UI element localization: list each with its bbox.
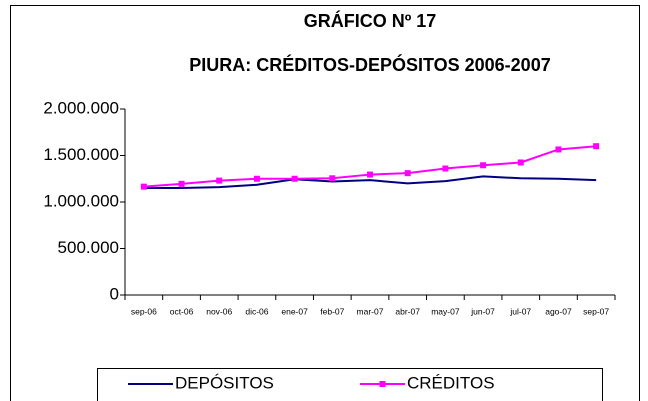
legend-marker — [379, 381, 386, 387]
x-tick-label: jun-07 — [470, 306, 495, 316]
marker — [216, 177, 223, 184]
marker — [404, 170, 411, 177]
x-tick-label: feb-07 — [320, 306, 344, 316]
legend-label: CRÉDITOS — [407, 373, 495, 392]
legend-label: DEPÓSITOS — [175, 373, 274, 392]
marker — [367, 171, 373, 178]
chart-title: GRÁFICO Nº 17 — [304, 10, 437, 31]
y-tick-label: 500.000 — [58, 238, 119, 257]
legend-box — [97, 368, 603, 401]
y-tick-label: 0 — [110, 284, 119, 303]
marker — [593, 143, 600, 150]
series-line — [143, 175, 597, 190]
marker — [480, 162, 487, 169]
x-tick-label: abr-07 — [395, 306, 420, 316]
marker — [329, 175, 336, 182]
marker — [253, 175, 260, 182]
chart-subtitle: PIURA: CRÉDITOS-DEPÓSITOS 2006-2007 — [189, 54, 550, 75]
y-tick-label: 2.000.000 — [43, 98, 119, 117]
marker — [178, 180, 185, 187]
x-tick-label: sep-07 — [583, 306, 609, 316]
marker — [291, 175, 298, 182]
chart-border — [10, 5, 640, 401]
x-tick-label: oct-06 — [170, 306, 194, 316]
y-tick-label: 1.500.000 — [43, 145, 119, 164]
x-tick-label: ago-07 — [545, 306, 572, 316]
x-tick-label: mar-07 — [357, 306, 384, 316]
x-tick-label: jul-07 — [509, 306, 531, 316]
x-tick-label: dic-06 — [245, 306, 268, 316]
x-tick-label: ene-07 — [281, 306, 308, 316]
marker — [555, 146, 562, 153]
y-tick-label: 1.000.000 — [43, 191, 119, 210]
marker — [140, 183, 147, 190]
marker — [442, 165, 449, 172]
marker — [517, 159, 524, 166]
x-tick-label: sep-06 — [131, 306, 157, 316]
x-tick-label: may-07 — [431, 306, 460, 316]
x-tick-label: nov-06 — [206, 306, 232, 316]
